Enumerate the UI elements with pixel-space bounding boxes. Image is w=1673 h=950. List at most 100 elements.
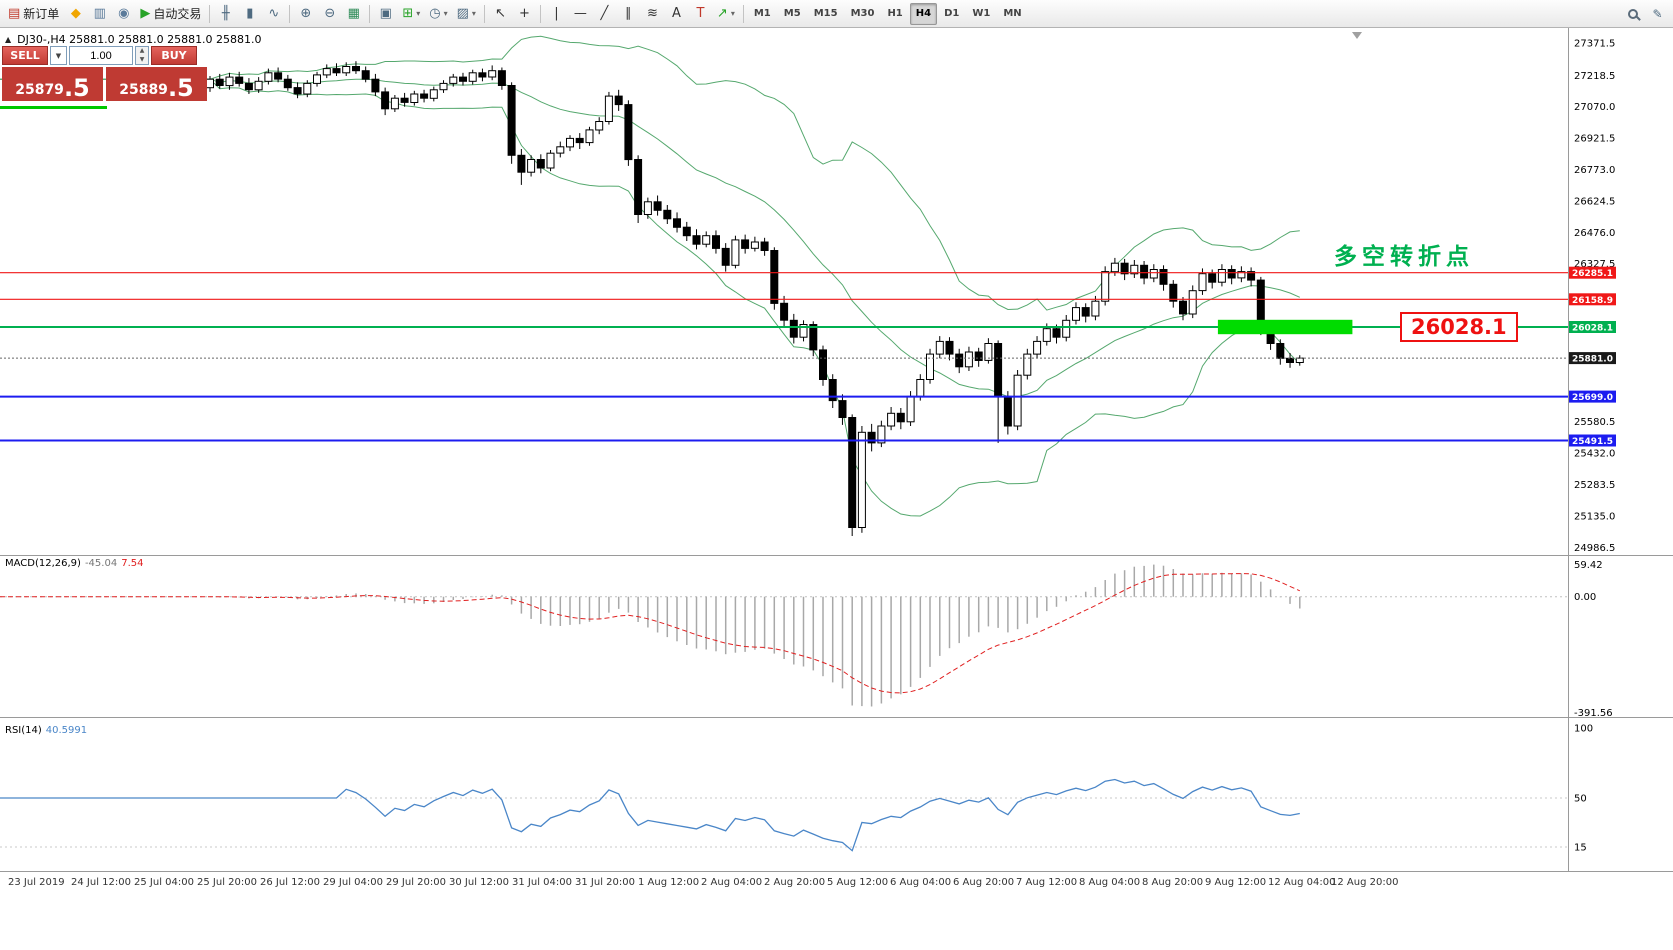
time-axis-label: 29 Jul 04:00 (323, 877, 383, 888)
buy-button[interactable]: BUY (151, 46, 197, 65)
price-badge-26028.1: 26028.1 (1569, 321, 1616, 334)
toolbar-separator (742, 4, 744, 23)
macd-axis-label: -391.56 (1574, 708, 1613, 719)
price-badge-25881.0: 25881.0 (1569, 352, 1616, 365)
autotrading-label: 自动交易 (153, 7, 202, 21)
time-axis-label: 7 Aug 12:00 (1016, 877, 1077, 888)
timeframe-m5-button[interactable]: M5 (778, 3, 807, 25)
macd-value-signal: 7.54 (121, 558, 144, 569)
horizontal-line-button[interactable]: — (569, 3, 592, 25)
macd-title: MACD(12,26,9) (5, 558, 81, 569)
strategy-tester-button[interactable]: ▦ (342, 3, 365, 25)
cursor-button[interactable]: ↖ (489, 3, 512, 25)
tile-windows-button[interactable]: ▣ (374, 3, 397, 25)
price-axis: 27371.5 27218.5 27070.0 26921.5 26773.0 26624… (1574, 38, 1615, 553)
indicators-icon: ⊞ (402, 6, 414, 21)
autotrading-icon: ▶ (140, 6, 151, 21)
price-axis-label: 26921.5 (1574, 134, 1615, 145)
green-line-segment (0, 106, 107, 109)
chart-window-button[interactable]: ▥ (88, 3, 111, 25)
highlight-zone-rect[interactable] (1217, 319, 1353, 335)
timeframe-m15-button[interactable]: M15 (808, 3, 844, 25)
volume-stepper[interactable]: ▲ ▼ (135, 46, 149, 65)
vertical-line-button[interactable]: | (545, 3, 568, 25)
macd-axis-label: 59.42 (1574, 560, 1603, 571)
rsi-title: RSI(14) (5, 725, 42, 736)
timeframe-h1-button[interactable]: H1 (881, 3, 908, 25)
svg-text:25699.0: 25699.0 (1572, 393, 1613, 403)
stepper-up-icon[interactable]: ▲ (139, 47, 145, 54)
time-axis-label: 6 Aug 20:00 (953, 877, 1014, 888)
annotation-price-box: 26028.1 (1400, 312, 1518, 342)
search-icon (1627, 8, 1638, 19)
sell-button[interactable]: SELL (2, 46, 48, 65)
timeframe-m30-button[interactable]: M30 (845, 3, 881, 25)
new-order-button[interactable]: ▤ 新订单 (4, 3, 63, 25)
periods-icon: ◷ (429, 6, 441, 21)
toolbar-buttons: ▤ 新订单 ◆ ▥ ◉ ▶ 自动交易 ╫ ▮ ∿ ⊕ ⊖ ▦ ▣ ⊞ ▾ ◷ ▾ ▨ ▾ ↖ + | — ╱ ∥ ≋ A T ↗ ▾ (4, 3, 747, 25)
svg-text:26158.9: 26158.9 (1572, 296, 1613, 306)
price-axis-label: 27218.5 (1574, 71, 1615, 82)
price-axis-label: 25283.5 (1574, 480, 1615, 491)
zoom-in-icon: ⊕ (300, 6, 312, 21)
price-badge-26158.9: 26158.9 (1569, 293, 1616, 306)
rsi-axis-label: 50 (1574, 794, 1587, 805)
timeframe-switcher: M1 M5 M15 M30 H1 H4 D1 W1 MN (748, 2, 1028, 25)
time-axis-label: 12 Aug 20:00 (1331, 877, 1398, 888)
templates-button[interactable]: ▨ ▾ (453, 3, 480, 25)
text-label-button[interactable]: T (689, 3, 712, 25)
volume-dropdown[interactable]: ▼ (50, 46, 67, 65)
autotrading-button[interactable]: ▶ 自动交易 (136, 3, 205, 25)
sell-price-pip: .5 (63, 74, 90, 102)
candlestick-chart-button[interactable]: ▮ (238, 3, 261, 25)
chart-canvas[interactable]: 27371.5 27218.5 27070.0 26921.5 26773.0 26624… (0, 28, 1673, 890)
edit-button[interactable]: ✎ (1646, 3, 1669, 25)
time-axis-label: 26 Jul 12:00 (260, 877, 320, 888)
volume-input[interactable] (69, 46, 133, 65)
timeframe-d1-button[interactable]: D1 (938, 3, 965, 25)
tile-windows-icon: ▣ (379, 6, 392, 21)
timeframe-m1-button[interactable]: M1 (748, 3, 777, 25)
crosshair-button[interactable]: + (513, 3, 536, 25)
text-button[interactable]: A (665, 3, 688, 25)
timeframe-mn-button[interactable]: MN (997, 3, 1027, 25)
pencil-icon: ✎ (1652, 6, 1663, 21)
chart-shift-marker-icon[interactable] (1352, 32, 1362, 39)
fibonacci-button[interactable]: ≋ (641, 3, 664, 25)
sell-price[interactable]: 25879.5 (2, 67, 103, 101)
time-axis-label: 25 Jul 04:00 (134, 877, 194, 888)
mql5-community-button[interactable]: ◆ (64, 3, 87, 25)
new-order-label: 新订单 (23, 7, 60, 21)
line-chart-button[interactable]: ∿ (262, 3, 285, 25)
text-label-icon: T (696, 6, 705, 21)
toolbar-separator (289, 4, 291, 23)
buy-price[interactable]: 25889.5 (106, 67, 207, 101)
bar-chart-button[interactable]: ╫ (214, 3, 237, 25)
price-axis-label: 27371.5 (1574, 38, 1615, 49)
timeframe-h4-button[interactable]: H4 (909, 2, 938, 25)
stepper-down-icon[interactable]: ▼ (139, 55, 145, 63)
time-axis-label: 2 Aug 04:00 (701, 877, 762, 888)
price-axis-label: 26327.5 (1574, 259, 1615, 270)
market-depth-button[interactable]: ◉ (112, 3, 135, 25)
zoom-in-button[interactable]: ⊕ (294, 3, 317, 25)
periods-button[interactable]: ◷ ▾ (425, 3, 451, 25)
arrows-button[interactable]: ↗ ▾ (713, 3, 739, 25)
price-axis-label: 26773.0 (1574, 165, 1615, 176)
indicators-button[interactable]: ⊞ ▾ (398, 3, 424, 25)
timeframe-w1-button[interactable]: W1 (966, 3, 996, 25)
chart-area[interactable]: 27371.5 27218.5 27070.0 26921.5 26773.0 26624… (0, 28, 1673, 890)
rsi-line (0, 778, 1300, 852)
equidistant-channel-button[interactable]: ∥ (617, 3, 640, 25)
buy-price-pip: .5 (167, 74, 194, 102)
dropdown-arrow-icon: ▾ (443, 9, 448, 18)
price-axis-label: 25135.0 (1574, 511, 1615, 522)
macd-signal-line (0, 573, 1301, 694)
trendline-button[interactable]: ╱ (593, 3, 616, 25)
quick-search-button[interactable] (1621, 3, 1644, 25)
zoom-out-button[interactable]: ⊖ (318, 3, 341, 25)
time-axis-label: 31 Jul 20:00 (575, 877, 635, 888)
collapse-panel-arrow-icon[interactable]: ▲ (5, 35, 12, 44)
time-axis-label: 23 Jul 2019 (8, 877, 65, 888)
arrows-icon: ↗ (716, 6, 728, 21)
